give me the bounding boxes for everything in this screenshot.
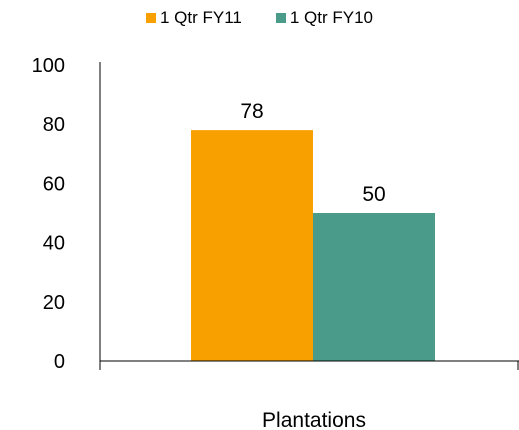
bars xyxy=(191,130,435,361)
bar-fy11-plantations xyxy=(191,130,313,361)
bar-fy10-plantations xyxy=(313,213,435,361)
y-tick-label: 20 xyxy=(43,292,65,314)
y-tick-label: 100 xyxy=(32,55,65,77)
y-tick-label: 80 xyxy=(43,114,65,136)
y-tick-label: 60 xyxy=(43,173,65,195)
y-tick-label: 40 xyxy=(43,233,65,255)
data-label-fy10: 50 xyxy=(362,183,385,206)
y-tick-label: 0 xyxy=(54,351,65,373)
category-label-plantations: Plantations xyxy=(262,409,366,430)
data-label-fy11: 78 xyxy=(240,100,263,123)
y-axis-ticks: 0 20 40 60 80 100 xyxy=(32,55,65,373)
